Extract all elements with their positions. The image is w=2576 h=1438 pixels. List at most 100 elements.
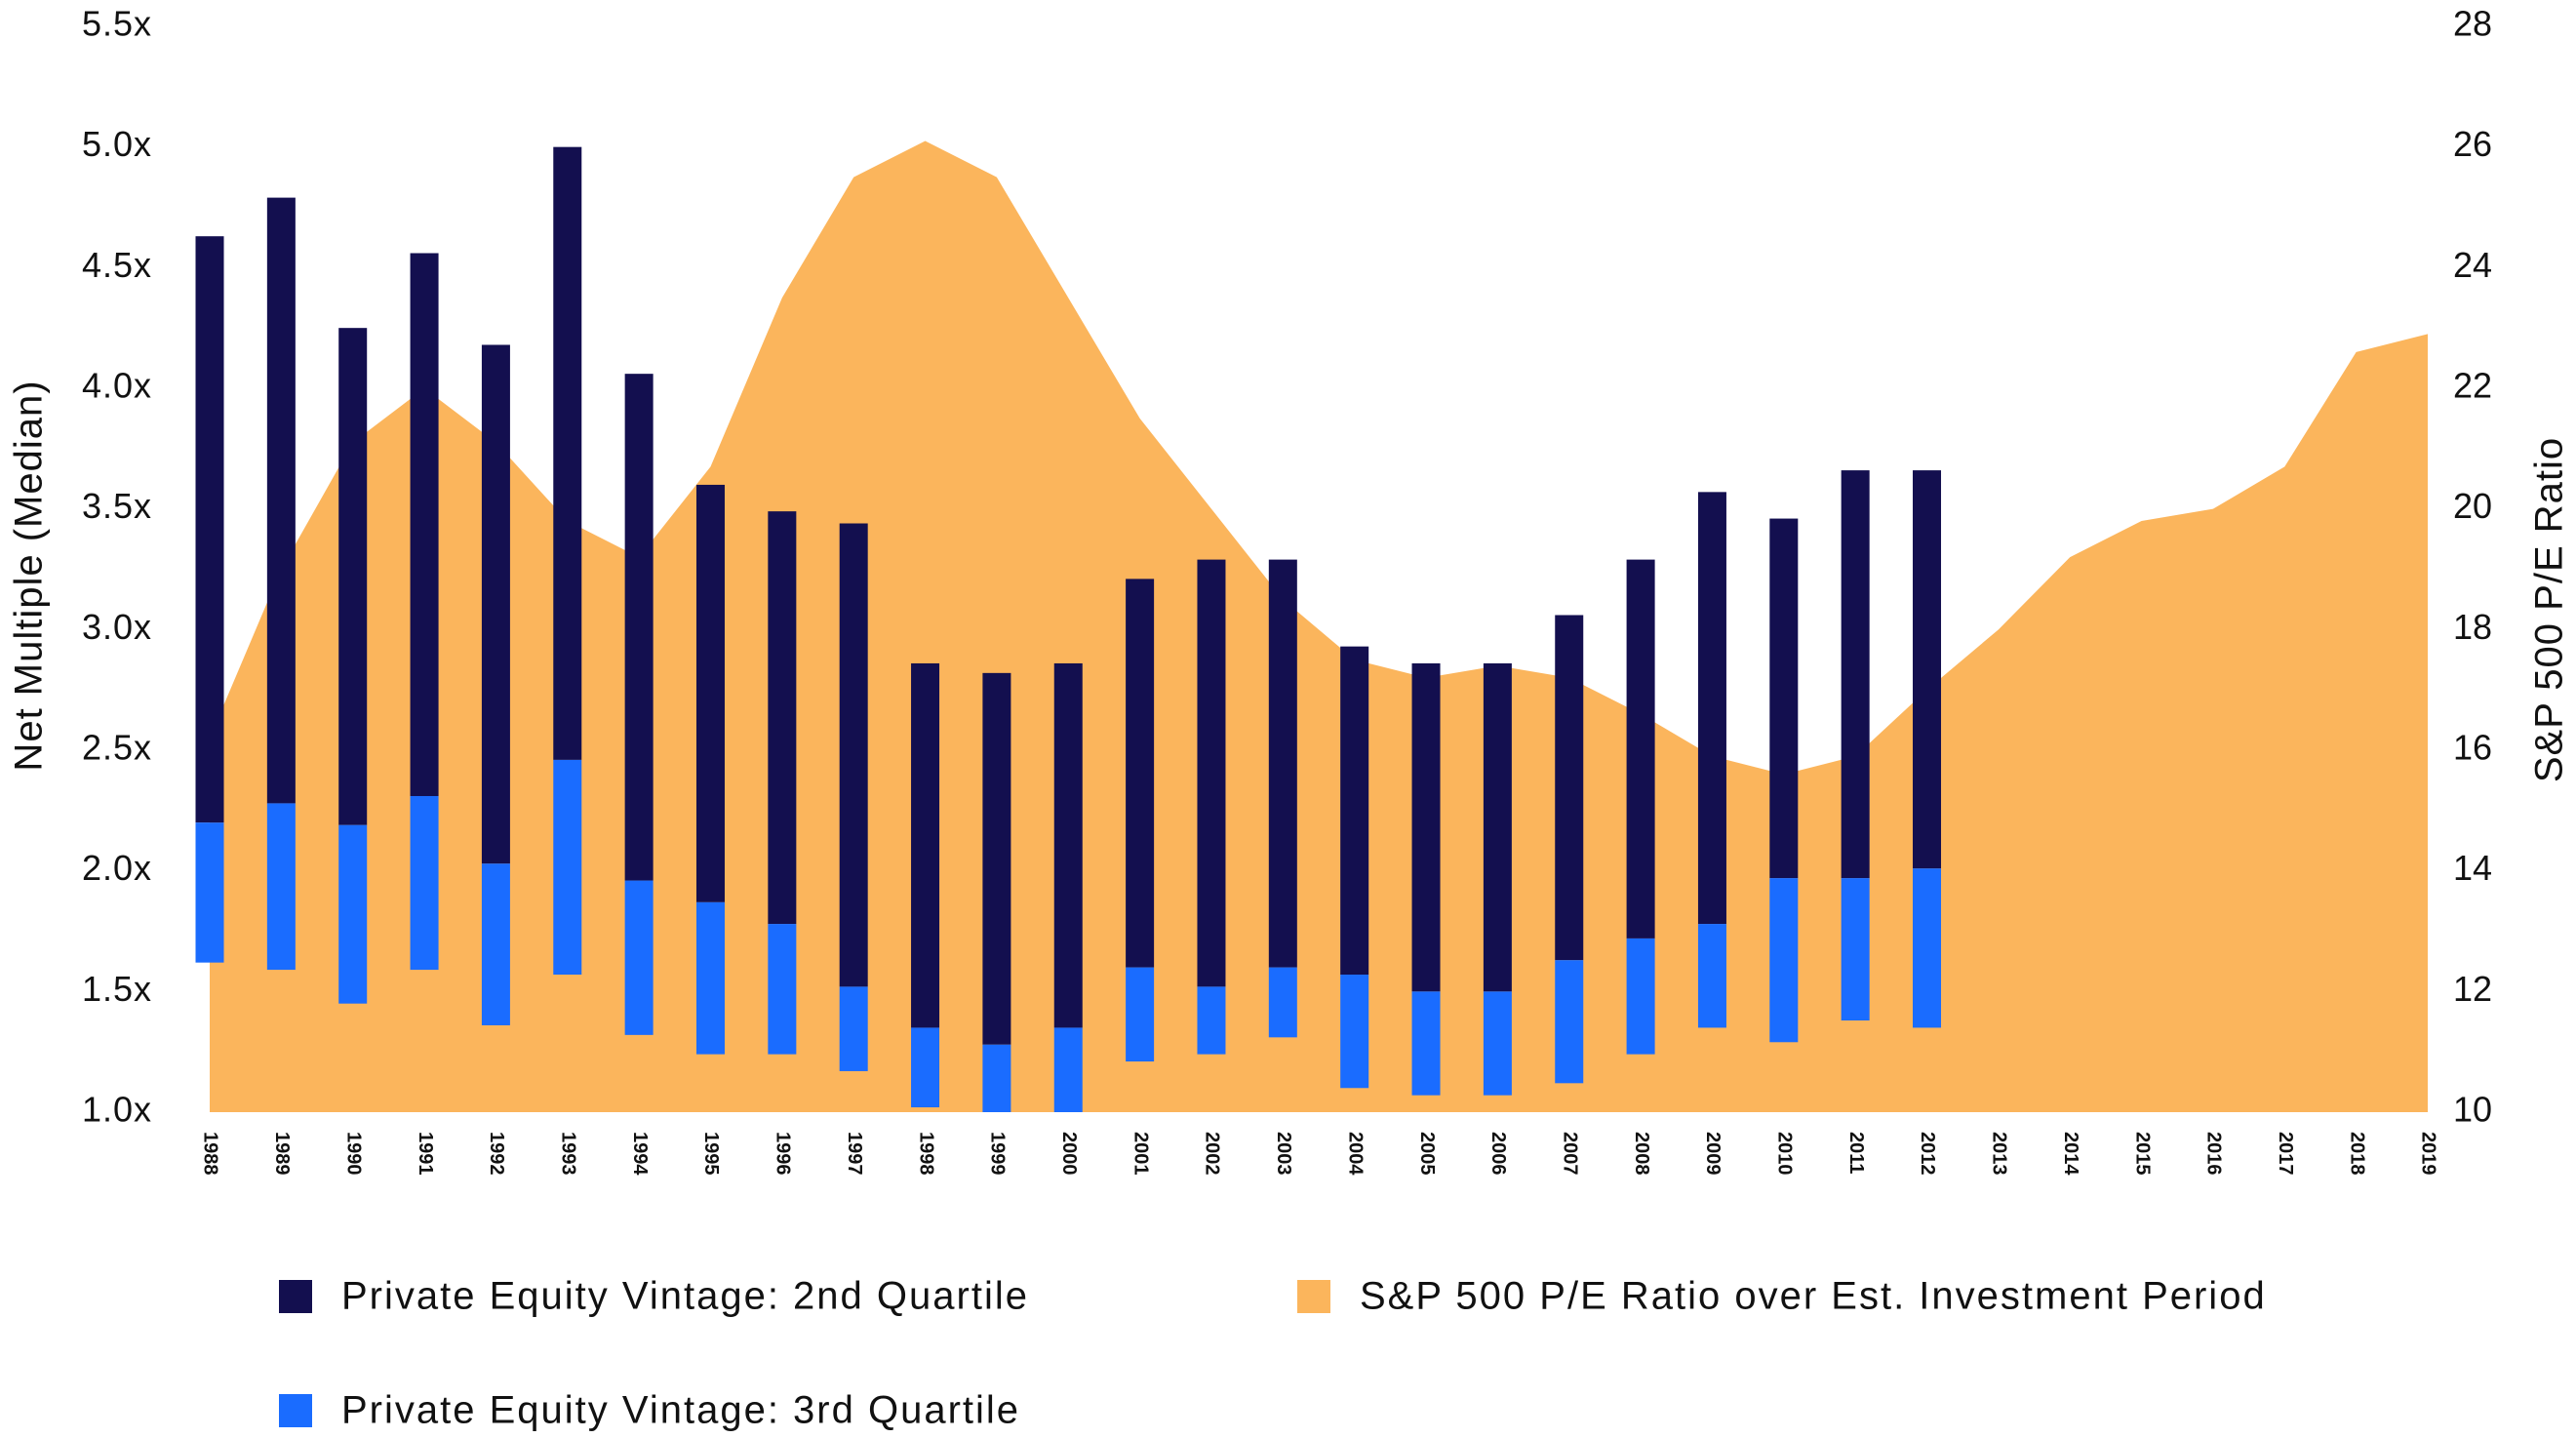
x-tick-label: 1997 (844, 1132, 865, 1176)
y-tick-label: 3.0x (82, 607, 152, 647)
bar (1126, 579, 1155, 968)
bar (1053, 1027, 1083, 1112)
x-tick-label: 1991 (415, 1132, 436, 1176)
bar (1268, 559, 1297, 968)
legend-swatch (279, 1394, 312, 1427)
bar (1555, 615, 1584, 961)
x-tick-label: 2013 (1989, 1132, 2010, 1176)
bar (1483, 662, 1512, 992)
x-tick-label: 1993 (557, 1132, 578, 1176)
bar (481, 344, 510, 864)
bar (1697, 924, 1726, 1028)
x-tick-label: 1996 (773, 1132, 794, 1176)
bar (1197, 559, 1226, 987)
bar (481, 863, 510, 1025)
bar (1053, 662, 1083, 1028)
bar (768, 511, 797, 925)
bar (1913, 470, 1942, 869)
bar (410, 795, 439, 971)
y-tick-label: 4.0x (82, 366, 152, 406)
bar (695, 901, 725, 1055)
bar (1697, 492, 1726, 925)
y-tick-label: 2.0x (82, 848, 152, 888)
bar (266, 197, 296, 804)
x-tick-label: 2007 (1559, 1132, 1580, 1176)
bar (338, 824, 368, 1004)
bar (1555, 960, 1584, 1084)
y2-axis-title: S&P 500 P/E Ratio (2528, 437, 2571, 782)
x-tick-label: 2015 (2131, 1132, 2153, 1176)
x-tick-label: 1990 (342, 1132, 364, 1176)
y2-tick-label: 20 (2453, 486, 2492, 526)
y-tick-label: 3.5x (82, 486, 152, 526)
bar (553, 759, 582, 976)
y-tick-label: 5.0x (82, 124, 152, 164)
bar (839, 986, 868, 1071)
bar (1197, 986, 1226, 1055)
bar (266, 803, 296, 971)
bar (768, 924, 797, 1055)
y-tick-label: 5.5x (82, 4, 152, 44)
bar (1340, 646, 1369, 976)
y2-tick-label: 22 (2453, 366, 2492, 406)
bar (1841, 878, 1870, 1021)
bar (839, 523, 868, 987)
bar (1913, 868, 1942, 1028)
y2-tick-label: 26 (2453, 124, 2492, 164)
bar (695, 484, 725, 902)
bar (195, 822, 224, 963)
y2-tick-label: 16 (2453, 728, 2492, 768)
x-tick-label: 1995 (700, 1132, 722, 1176)
x-tick-label: 2010 (1774, 1132, 1796, 1176)
x-tick-label: 2008 (1631, 1132, 1652, 1176)
legend-swatch (1297, 1280, 1330, 1313)
x-tick-label: 2019 (2418, 1132, 2439, 1176)
bar (1769, 878, 1799, 1043)
plot (195, 140, 2428, 1112)
x-tick-label: 1999 (987, 1132, 1009, 1176)
x-tick-label: 2004 (1344, 1132, 1366, 1176)
x-tick-label: 2012 (1917, 1132, 1938, 1176)
legend-label: S&P 500 P/E Ratio over Est. Investment P… (1360, 1275, 2267, 1318)
legend-swatch (279, 1280, 312, 1313)
bar (982, 1044, 1011, 1112)
bar (1340, 975, 1369, 1089)
bar (1769, 518, 1799, 879)
y2-tick-label: 28 (2453, 4, 2492, 44)
x-tick-label: 2016 (2203, 1132, 2225, 1176)
x-tick-label: 2017 (2275, 1132, 2296, 1176)
x-tick-label: 2001 (1129, 1132, 1151, 1176)
y-tick-label: 4.5x (82, 245, 152, 285)
bar (1626, 559, 1655, 939)
bar (1126, 967, 1155, 1062)
y-axis-title: Net Multiple (Median) (8, 379, 51, 771)
x-tick-label: 2002 (1202, 1132, 1223, 1176)
bar (410, 253, 439, 796)
bar (1483, 991, 1512, 1096)
bar (624, 880, 654, 1035)
y2-tick-label: 14 (2453, 848, 2492, 888)
bar (1626, 938, 1655, 1055)
x-tick-label: 2009 (1702, 1132, 1724, 1176)
bar (1411, 662, 1441, 992)
x-tick-label: 2011 (1845, 1132, 1867, 1174)
x-tick-label: 2003 (1273, 1132, 1294, 1176)
bar (911, 1027, 940, 1108)
y2-tick-label: 12 (2453, 969, 2492, 1009)
x-tick-label: 2005 (1416, 1132, 1438, 1176)
x-tick-label: 1989 (271, 1132, 293, 1176)
x-tick-label: 2006 (1487, 1132, 1509, 1176)
bar (1841, 470, 1870, 879)
x-tick-label: 2014 (2060, 1132, 2081, 1176)
bar (911, 662, 940, 1028)
x-tick-label: 1992 (486, 1132, 507, 1176)
bar (1411, 991, 1441, 1096)
bar (1268, 967, 1297, 1038)
bar (195, 236, 224, 823)
x-tick-label: 1988 (200, 1132, 221, 1176)
x-tick-label: 1994 (629, 1132, 651, 1176)
bar (338, 328, 368, 825)
y2-tick-label: 10 (2453, 1090, 2492, 1130)
x-tick-label: 2000 (1058, 1132, 1080, 1176)
y-tick-label: 1.5x (82, 969, 152, 1009)
